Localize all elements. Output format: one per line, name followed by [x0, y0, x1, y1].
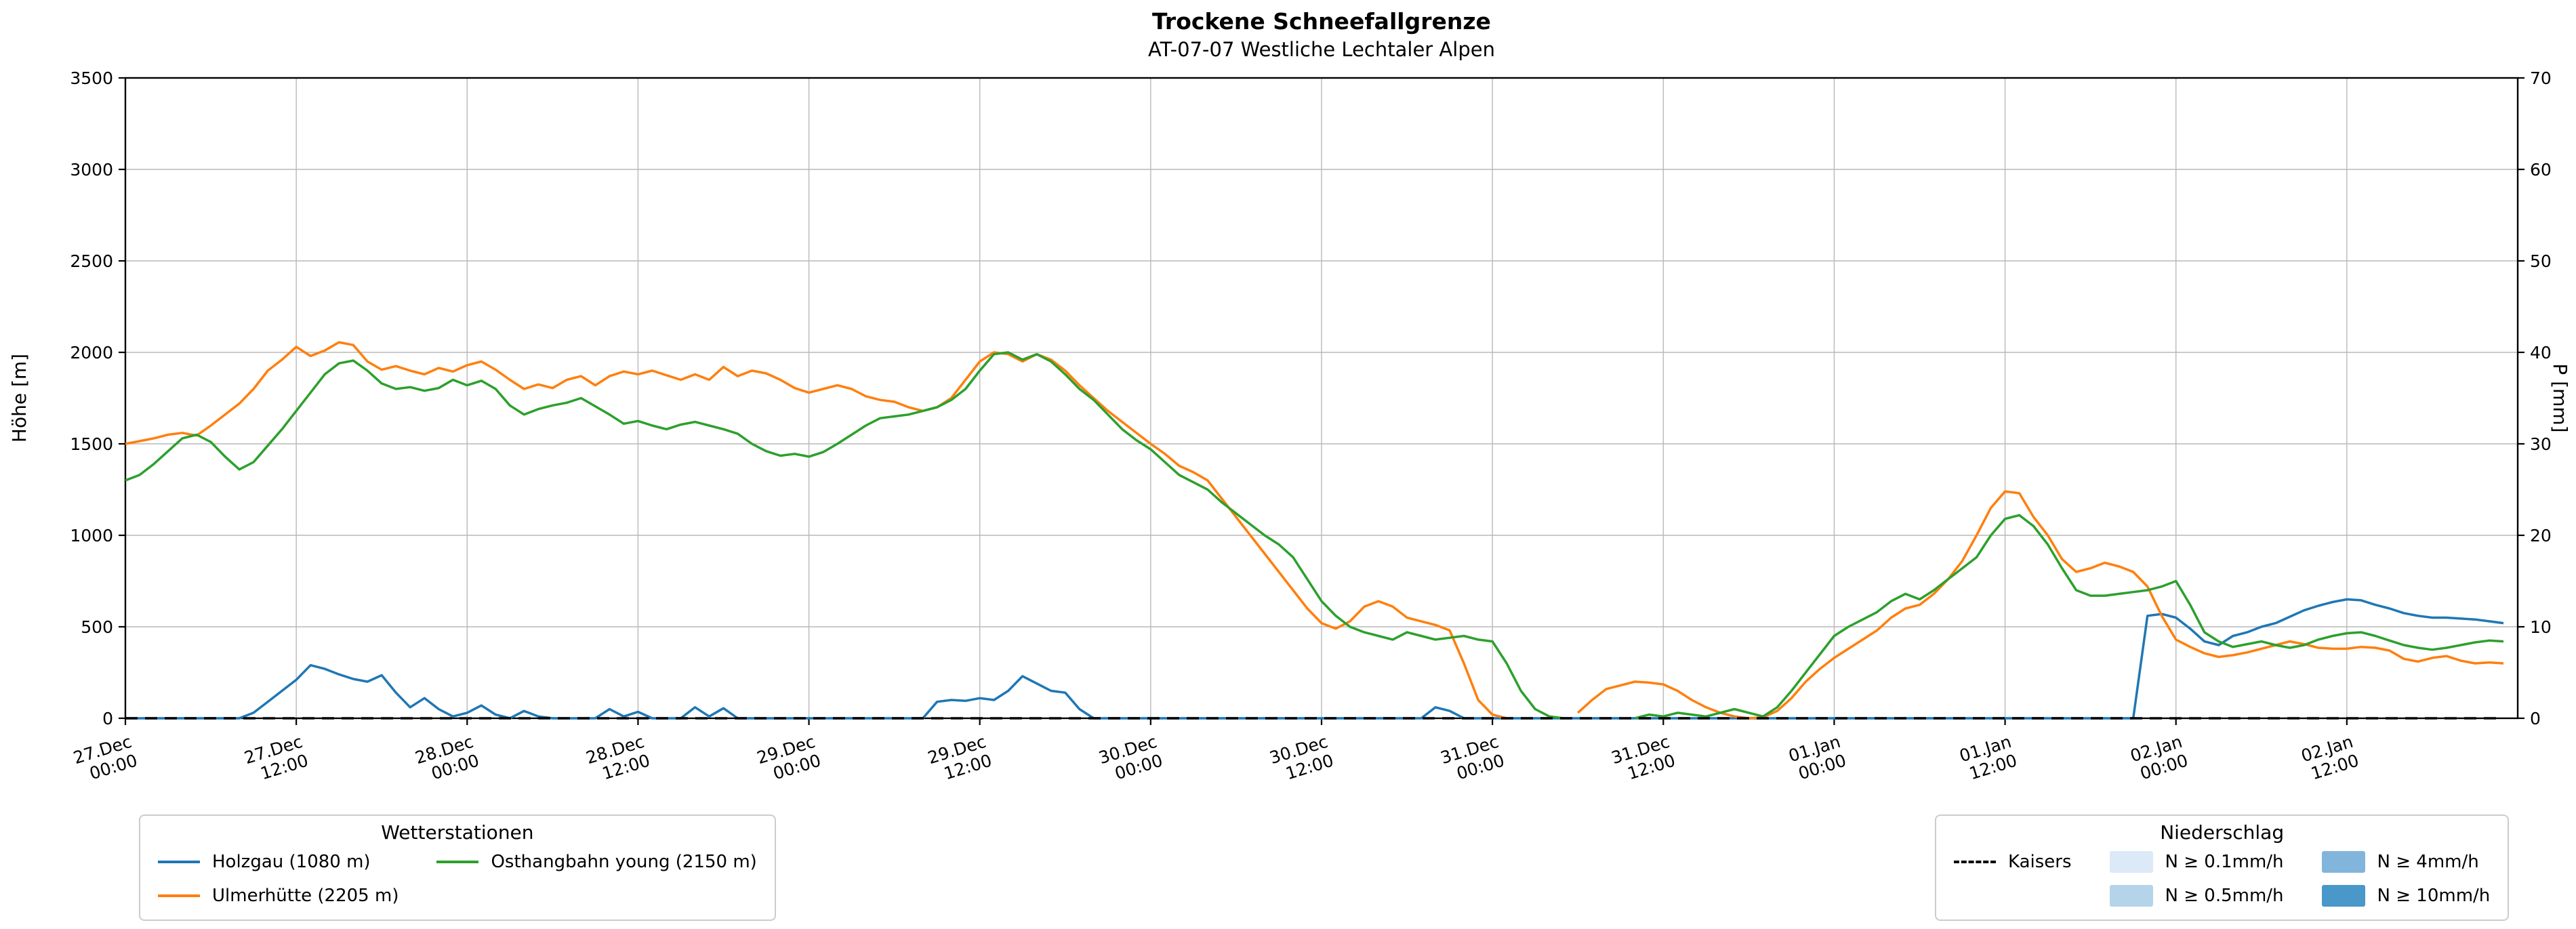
y-left-tick-label: 2500	[70, 251, 113, 271]
legend-stations-item-label: Ulmerhütte (2205 m)	[212, 886, 399, 906]
legend-precip-title: Niederschlag	[2160, 821, 2285, 844]
line-swatch-icon	[158, 894, 200, 897]
y-left-tick-label: 3500	[70, 68, 113, 88]
patch-swatch-icon	[2321, 885, 2365, 907]
x-tick-label: 01.Jan12:00	[1957, 732, 2020, 785]
line-swatch-icon	[436, 861, 479, 863]
legend-precip-item-label: N ≥ 0.5mm/h	[2165, 886, 2284, 906]
series-line-osthangbahn-young-2150-m	[125, 351, 2504, 720]
x-tick-label: 30.Dec00:00	[1097, 732, 1165, 787]
y-right-tick-label: 0	[2530, 709, 2541, 728]
y-right-tick-label: 40	[2530, 343, 2552, 363]
legend-stations-items: Holzgau (1080 m) Ulmerhütte (2205 m) Ostha…	[158, 846, 757, 911]
legend-precip-item-2: N ≥ 0.1mm/h	[2109, 846, 2284, 878]
y-right-tick-label: 60	[2530, 160, 2552, 180]
legend-precip-item-label: N ≥ 0.1mm/h	[2165, 852, 2284, 872]
y-left-tick-label: 1000	[70, 526, 113, 545]
line-swatch-icon	[158, 861, 200, 863]
x-tick-label: 31.Dec00:00	[1438, 732, 1507, 787]
y-left-tick-label: 1500	[70, 434, 113, 454]
legend-stations-item-2: Osthangbahn young (2150 m)	[436, 846, 757, 878]
chart-subtitle: AT-07-07 Westliche Lechtaler Alpen	[1148, 38, 1495, 61]
x-tick-label: 30.Dec12:00	[1267, 732, 1336, 787]
series-line-ulmerh-tte-2205-m	[125, 341, 2504, 720]
legend-precip-item-0: Kaisers	[1954, 846, 2072, 878]
dashed-line-swatch-icon	[1954, 861, 1996, 863]
patch-swatch-icon	[2321, 851, 2365, 873]
y-left-tick-label: 2000	[70, 343, 113, 363]
y-right-tick-label: 10	[2530, 617, 2552, 637]
legend-precip-item-label: N ≥ 10mm/h	[2377, 886, 2491, 906]
legend-niederschlag: Niederschlag Kaisers N ≥ 0.1mm/h N ≥ 0.5mm…	[1935, 814, 2510, 921]
x-tick-label: 02.Jan12:00	[2299, 732, 2361, 785]
legend-stations-item-label: Holzgau (1080 m)	[212, 852, 371, 872]
series-line-holzgau-1080-m	[125, 598, 2504, 720]
legend-precip-item-label: Kaisers	[2008, 852, 2072, 872]
patch-swatch-icon	[2109, 851, 2153, 873]
legend-precip-item-3: N ≥ 0.5mm/h	[2109, 880, 2284, 911]
x-tick-label: 28.Dec12:00	[584, 732, 652, 787]
x-tick-label: 29.Dec12:00	[926, 732, 994, 787]
legend-stations-item-0: Holzgau (1080 m)	[158, 846, 398, 878]
y-right-tick-label: 50	[2530, 251, 2552, 271]
y-left-tick-label: 0	[102, 709, 113, 728]
y-right-tick-label: 30	[2530, 434, 2552, 454]
x-tick-label: 27.Dec00:00	[71, 732, 140, 787]
y-right-axis-label: P [mm]	[2549, 363, 2571, 432]
legend-precip-item-label: N ≥ 4mm/h	[2377, 852, 2479, 872]
x-tick-label: 01.Jan00:00	[1786, 732, 1849, 785]
x-tick-label: 29.Dec00:00	[754, 732, 823, 787]
x-tick-label: 28.Dec00:00	[413, 732, 481, 787]
x-tick-label: 31.Dec12:00	[1609, 732, 1677, 787]
patch-swatch-icon	[2109, 885, 2153, 907]
legend-wetterstationen: Wetterstationen Holzgau (1080 m) Ulmerhüt…	[139, 814, 776, 921]
y-left-axis-label: Höhe [m]	[8, 354, 30, 442]
legend-precip-item-5: N ≥ 10mm/h	[2321, 880, 2491, 911]
legend-stations-item-label: Osthangbahn young (2150 m)	[491, 852, 757, 872]
y-left-tick-label: 500	[81, 617, 113, 637]
legend-precip-item-4: N ≥ 4mm/h	[2321, 846, 2491, 878]
y-right-tick-label: 20	[2530, 526, 2552, 545]
chart-title: Trockene Schneefallgrenze	[1152, 8, 1491, 35]
x-tick-label: 27.Dec12:00	[242, 732, 310, 787]
y-right-tick-label: 70	[2530, 68, 2552, 88]
y-left-tick-label: 3000	[70, 160, 113, 180]
legend-stations-item-1: Ulmerhütte (2205 m)	[158, 880, 398, 911]
x-tick-label: 02.Jan00:00	[2128, 732, 2190, 785]
legend-precip-items: Kaisers N ≥ 0.1mm/h N ≥ 0.5mm/h N ≥ 4mm/h N …	[1954, 846, 2490, 911]
legend-stations-title: Wetterstationen	[381, 821, 534, 844]
